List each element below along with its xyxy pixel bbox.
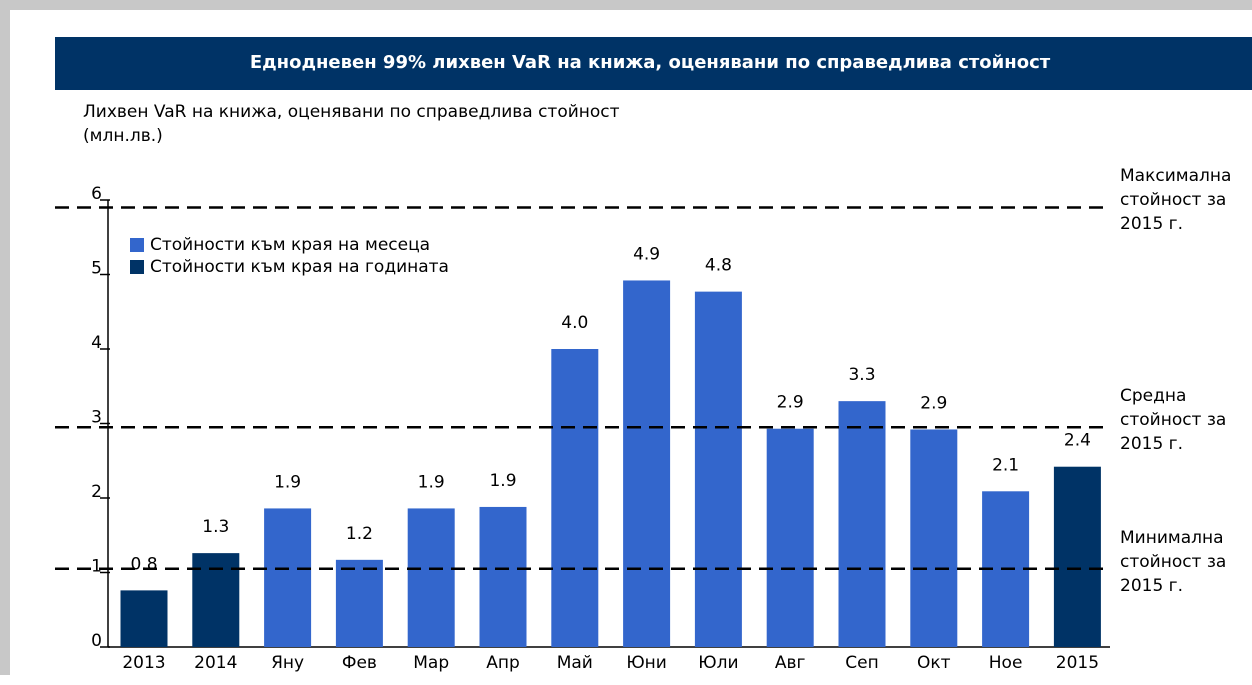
reference-label: Максимална стойност за 2015 г. [1110,164,1252,237]
bar [623,280,671,647]
value-label: 4.8 [705,256,732,276]
x-tick-label: Сеп [845,653,878,673]
value-label: 4.9 [633,244,660,264]
legend-label: Стойности към края на годината [150,257,449,277]
reference-label: Средна стойност за 2015 г. [1110,384,1252,457]
y-tick-label: 5 [91,259,102,279]
bar [1053,466,1101,647]
x-tick-label: Юни [626,653,667,673]
x-tick-label: Авг [775,653,806,673]
x-tick-label: 2014 [194,653,237,673]
y-tick-label: 0 [91,631,102,651]
value-label: 2.9 [777,393,804,413]
bar [120,590,168,647]
x-tick-label: Апр [486,653,520,673]
chart-title: Еднодневен 99% лихвен VaR на книжа, оцен… [250,52,1051,73]
legend-label: Стойности към края на месеца [150,235,430,255]
value-label: 1.9 [418,472,445,492]
title-bar [55,37,1252,90]
bar [192,553,240,647]
value-label: 4.0 [561,313,588,333]
x-tick-label: Окт [917,653,951,673]
value-label: 2.1 [992,455,1019,475]
bar [335,559,383,647]
value-label: 2.4 [1064,431,1091,451]
bar [838,401,886,647]
bar [551,349,599,647]
x-tick-label: 2013 [122,653,165,673]
value-label: 1.2 [346,524,373,544]
x-tick-label: Май [557,653,593,673]
bar [264,508,312,647]
y-tick-label: 3 [91,408,102,428]
bar [910,429,958,647]
reference-label: Минимална стойност за 2015 г. [1110,525,1252,598]
y-tick-label: 1 [91,557,102,577]
y-axis-title: Лихвен VaR на книжа, оценявани по справе… [83,102,620,146]
x-tick-label: Ное [989,653,1023,673]
bar [766,428,814,647]
value-label: 0.8 [130,554,157,574]
y-tick-label: 2 [91,482,102,502]
x-tick-label: 2015 [1056,653,1099,673]
bar [479,506,527,647]
legend-swatch [130,260,144,274]
y-tick-label: 6 [91,184,102,204]
bar [407,508,455,647]
chart: Еднодневен 99% лихвен VaR на книжа, оцен… [55,37,1252,673]
value-label: 1.9 [274,472,301,492]
x-tick-label: Юли [698,653,738,673]
y-tick-label: 4 [91,333,102,353]
value-label: 1.9 [489,471,516,491]
bar [694,291,742,647]
x-tick-label: Яну [271,653,304,673]
value-label: 1.3 [202,517,229,537]
x-tick-label: Мар [413,653,449,673]
legend-swatch [130,238,144,252]
value-label: 2.9 [920,393,947,413]
value-label: 3.3 [848,365,875,385]
x-tick-label: Фев [342,653,377,673]
